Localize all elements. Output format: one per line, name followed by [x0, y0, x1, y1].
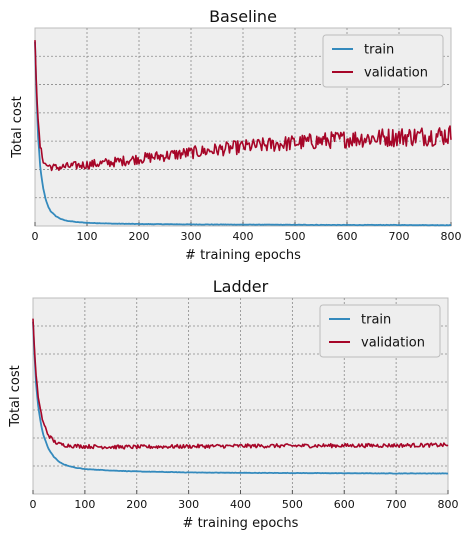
y-axis-label: Total cost	[8, 365, 23, 427]
legend: train validation	[319, 304, 441, 358]
x-axis-label: # training epochs	[183, 516, 299, 531]
x-tick-label: 600	[337, 230, 358, 243]
x-tick-label: 0	[30, 498, 37, 511]
x-tick-label: 500	[282, 498, 303, 511]
x-tick-label: 800	[441, 230, 462, 243]
x-tick-label: 700	[386, 498, 407, 511]
x-tick-label: 100	[74, 498, 95, 511]
x-tick-label: 300	[178, 498, 199, 511]
chart-title: Ladder	[213, 277, 269, 296]
y-axis-label: Total cost	[10, 96, 25, 158]
legend-label-validation: validation	[361, 336, 425, 351]
series-line-train	[32, 321, 449, 475]
x-tick-label: 300	[181, 230, 202, 243]
x-tick-label: 100	[77, 230, 98, 243]
x-tick-label: 400	[233, 230, 254, 243]
legend: train validation	[322, 34, 444, 88]
series-line-validation	[34, 40, 452, 172]
x-tick-label: 400	[230, 498, 251, 511]
x-tick-label: 600	[334, 498, 355, 511]
x-tick-label: 200	[126, 498, 147, 511]
x-axis-label: # training epochs	[185, 248, 301, 263]
x-tick-label: 800	[438, 498, 459, 511]
x-tick-label: 0	[32, 230, 39, 243]
chart-panel-ladder: 0 100 200 300 400 500 600 700 800 train validation…	[8, 277, 459, 531]
chart-panel-baseline: 0 100 200 300 400 500 600 700 800 train validation…	[10, 7, 462, 263]
series-line-train	[34, 41, 452, 227]
series-line-validation	[32, 318, 449, 450]
legend-label-validation: validation	[364, 66, 428, 81]
legend-label-train: train	[361, 313, 391, 328]
legend-label-train: train	[364, 43, 394, 58]
chart-title: Baseline	[209, 7, 277, 26]
x-tick-label: 500	[285, 230, 306, 243]
x-tick-label: 200	[129, 230, 150, 243]
x-tick-label: 700	[389, 230, 410, 243]
